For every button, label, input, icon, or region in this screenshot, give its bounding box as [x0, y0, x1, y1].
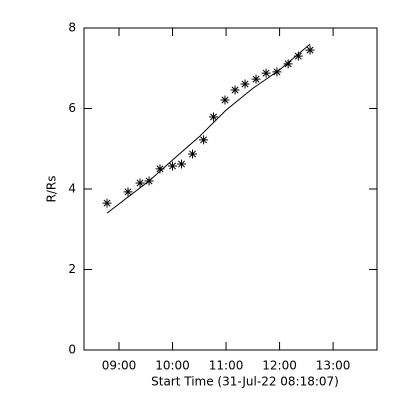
x-tick-label: 09:00	[102, 359, 137, 373]
point	[293, 51, 303, 61]
point	[305, 45, 315, 55]
point	[240, 79, 250, 89]
point	[135, 178, 145, 188]
x-tick-label: 13:00	[316, 359, 351, 373]
y-tick-label: 6	[68, 101, 76, 115]
x-axis-label: Start Time (31-Jul-22 08:18:07)	[151, 375, 339, 389]
point	[251, 74, 261, 84]
point	[199, 135, 209, 145]
point	[230, 85, 240, 95]
point	[123, 187, 133, 197]
y-tick-label: 4	[68, 182, 76, 196]
fit-line	[106, 43, 311, 214]
point	[155, 164, 165, 174]
y-tick-label: 0	[68, 343, 76, 357]
point	[168, 161, 178, 171]
y-axis-label: R/Rs	[45, 176, 59, 203]
y-tick-label: 8	[68, 21, 76, 35]
x-tick-label: 11:00	[209, 359, 244, 373]
point	[102, 198, 112, 208]
x-tick-label: 12:00	[262, 359, 297, 373]
y-tick-label: 2	[68, 262, 76, 276]
point	[177, 159, 187, 169]
x-tick-label: 10:00	[155, 359, 190, 373]
point	[283, 59, 293, 69]
point	[188, 149, 198, 159]
point	[261, 68, 271, 78]
point	[209, 112, 219, 122]
point	[220, 95, 230, 105]
